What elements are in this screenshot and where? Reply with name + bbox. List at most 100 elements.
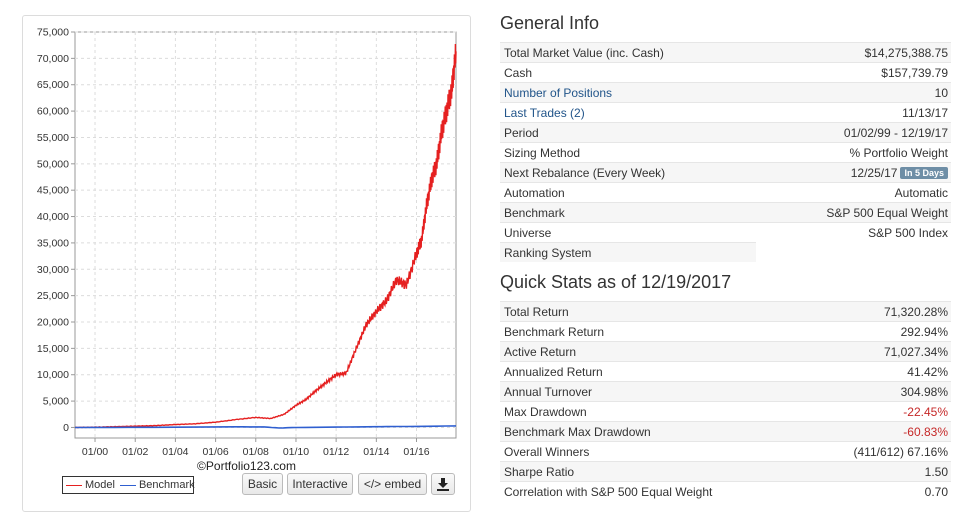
stat-row: Max Drawdown -22.45%: [500, 401, 951, 422]
value-benchmark-max-drawdown: -60.83%: [806, 421, 951, 442]
value-active-return: 71,027.34%: [806, 341, 951, 362]
label-automation: Automation: [500, 182, 756, 203]
label-next-rebalance-every-week: Next Rebalance (Every Week): [500, 162, 756, 183]
y-tick-label: 0: [63, 422, 69, 434]
y-tick-label: 45,000: [37, 185, 69, 197]
basic-button[interactable]: Basic: [242, 473, 283, 495]
y-tick-label: 20,000: [37, 317, 69, 329]
embed-button[interactable]: </> embed: [358, 473, 427, 495]
stat-row: Benchmark Return 292.94%: [500, 321, 951, 342]
interactive-button[interactable]: Interactive: [287, 473, 353, 495]
label-sizing-method: Sizing Method: [500, 142, 756, 163]
stat-row: Benchmark Max Drawdown -60.83%: [500, 421, 951, 442]
value-text-overall-winners: (411/612) 67.16%: [853, 444, 948, 459]
value-max-drawdown: -22.45%: [806, 401, 951, 422]
label-last-trades-2[interactable]: Last Trades (2): [500, 102, 756, 123]
label-number-of-positions[interactable]: Number of Positions: [500, 82, 756, 103]
y-tick-label: 10,000: [37, 369, 69, 381]
value-annualized-return: 41.42%: [806, 361, 951, 382]
value-automation: Automatic: [755, 182, 951, 203]
value-text-total-return: 71,320.28%: [883, 304, 948, 319]
legend-swatch-benchmark: [119, 484, 136, 486]
legend-swatch-model: [66, 484, 82, 486]
stat-row: Ranking System: [500, 242, 951, 262]
value-last-trades-2: 11/13/17: [755, 102, 951, 123]
stat-row: Sizing Method % Portfolio Weight: [500, 142, 951, 163]
quick-stats-title: Quick Stats as of 12/19/2017: [500, 272, 732, 292]
label-annual-turnover: Annual Turnover: [500, 381, 807, 402]
label-cash: Cash: [500, 62, 756, 83]
value-text-next-rebalance-every-week: 12/25/17: [850, 165, 898, 180]
stat-row: Annual Turnover 304.98%: [500, 381, 951, 402]
stat-row: Benchmark S&P 500 Equal Weight: [500, 202, 951, 223]
y-tick-label: 5,000: [43, 396, 69, 408]
label-correlation-with-s-p-500-equal-weight: Correlation with S&P 500 Equal Weight: [500, 481, 807, 501]
legend-item-benchmark[interactable]: Benchmark: [119, 479, 195, 491]
value-text-number-of-positions: 10: [934, 85, 948, 100]
x-tick-label: 01/10: [283, 446, 309, 456]
stat-row: Next Rebalance (Every Week) 12/25/17 In 5 …: [500, 162, 951, 183]
x-tick-label: 01/16: [403, 446, 429, 456]
stat-row: Total Market Value (inc. Cash) $14,275,38…: [500, 42, 951, 63]
value-text-sizing-method: % Portfolio Weight: [849, 145, 949, 160]
legend-label-benchmark: Benchmark: [138, 479, 195, 491]
value-text-sharpe-ratio: 1.50: [924, 464, 948, 479]
stat-row: Universe S&P 500 Index: [500, 222, 951, 243]
value-text-max-drawdown: -22.45%: [903, 404, 948, 419]
y-tick-label: 65,000: [37, 79, 69, 91]
x-tick-label: 01/04: [162, 446, 188, 456]
series-line-benchmark: [74, 425, 457, 429]
value-text-correlation-with-s-p-500-equal-weight: 0.70: [924, 484, 948, 499]
label-total-market-value-inc-cash: Total Market Value (inc. Cash): [500, 42, 756, 63]
stat-row: Period 01/02/99 - 12/19/17: [500, 122, 951, 143]
value-benchmark-return: 292.94%: [806, 321, 951, 342]
download-button[interactable]: [431, 473, 455, 495]
x-tick-label: 01/14: [363, 446, 389, 456]
download-icon: [437, 477, 449, 491]
label-total-return: Total Return: [500, 301, 807, 322]
quick-stats-table: Total Return 71,320.28% Benchmark Return 29…: [500, 301, 951, 501]
value-benchmark: S&P 500 Equal Weight: [755, 202, 951, 223]
value-number-of-positions: 10: [755, 82, 951, 103]
value-text-cash: $157,739.79: [881, 65, 948, 80]
value-total-market-value-inc-cash: $14,275,388.75: [755, 42, 951, 63]
label-max-drawdown: Max Drawdown: [500, 401, 807, 422]
y-tick-label: 50,000: [37, 158, 69, 170]
value-text-period: 01/02/99 - 12/19/17: [843, 125, 948, 140]
label-active-return: Active Return: [500, 341, 807, 362]
label-ranking-system: Ranking System: [500, 242, 756, 262]
x-tick-label: 01/02: [122, 446, 148, 456]
value-text-active-return: 71,027.34%: [883, 344, 948, 359]
y-tick-label: 70,000: [37, 53, 69, 65]
label-benchmark-max-drawdown: Benchmark Max Drawdown: [500, 421, 807, 442]
chart-legend: Model Benchmark: [62, 476, 195, 494]
y-tick-label: 15,000: [37, 343, 69, 355]
label-benchmark-return: Benchmark Return: [500, 321, 807, 342]
performance-chart[interactable]: 0 5,000 10,000 15,000 20,000 25,000 30,000 35,0…: [23, 16, 470, 456]
y-tick-label: 40,000: [37, 211, 69, 223]
value-text-benchmark-max-drawdown: -60.83%: [903, 424, 948, 439]
value-period: 01/02/99 - 12/19/17: [755, 122, 951, 143]
value-text-total-market-value-inc-cash: $14,275,388.75: [864, 45, 948, 60]
legend-label-model: Model: [85, 479, 115, 491]
legend-item-model[interactable]: Model: [66, 479, 115, 491]
stat-row: Total Return 71,320.28%: [500, 301, 951, 322]
x-tick-label: 01/00: [82, 446, 108, 456]
value-text-benchmark: S&P 500 Equal Weight: [826, 205, 948, 220]
value-annual-turnover: 304.98%: [806, 381, 951, 402]
y-tick-label: 35,000: [37, 237, 69, 249]
value-overall-winners: (411/612) 67.16%: [806, 441, 951, 462]
x-tick-label: 01/08: [243, 446, 269, 456]
value-text-annualized-return: 41.42%: [907, 364, 948, 379]
general-info-title: General Info: [500, 13, 600, 33]
value-correlation-with-s-p-500-equal-weight: 0.70: [806, 481, 951, 501]
label-overall-winners: Overall Winners: [500, 441, 807, 462]
value-text-last-trades-2: 11/13/17: [902, 105, 948, 120]
general-info-table: Total Market Value (inc. Cash) $14,275,38…: [500, 42, 951, 262]
stat-row: Overall Winners (411/612) 67.16%: [500, 441, 951, 462]
value-cash: $157,739.79: [755, 62, 951, 83]
y-tick-label: 25,000: [37, 290, 69, 302]
label-sharpe-ratio: Sharpe Ratio: [500, 461, 807, 482]
label-annualized-return: Annualized Return: [500, 361, 807, 382]
value-text-benchmark-return: 292.94%: [900, 324, 948, 339]
